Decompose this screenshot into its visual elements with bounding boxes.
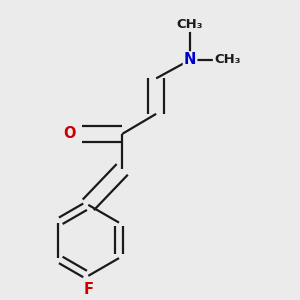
Text: N: N bbox=[184, 52, 196, 68]
Text: CH₃: CH₃ bbox=[177, 18, 203, 31]
Text: O: O bbox=[64, 126, 76, 141]
Text: F: F bbox=[83, 282, 93, 297]
Text: CH₃: CH₃ bbox=[214, 53, 240, 66]
